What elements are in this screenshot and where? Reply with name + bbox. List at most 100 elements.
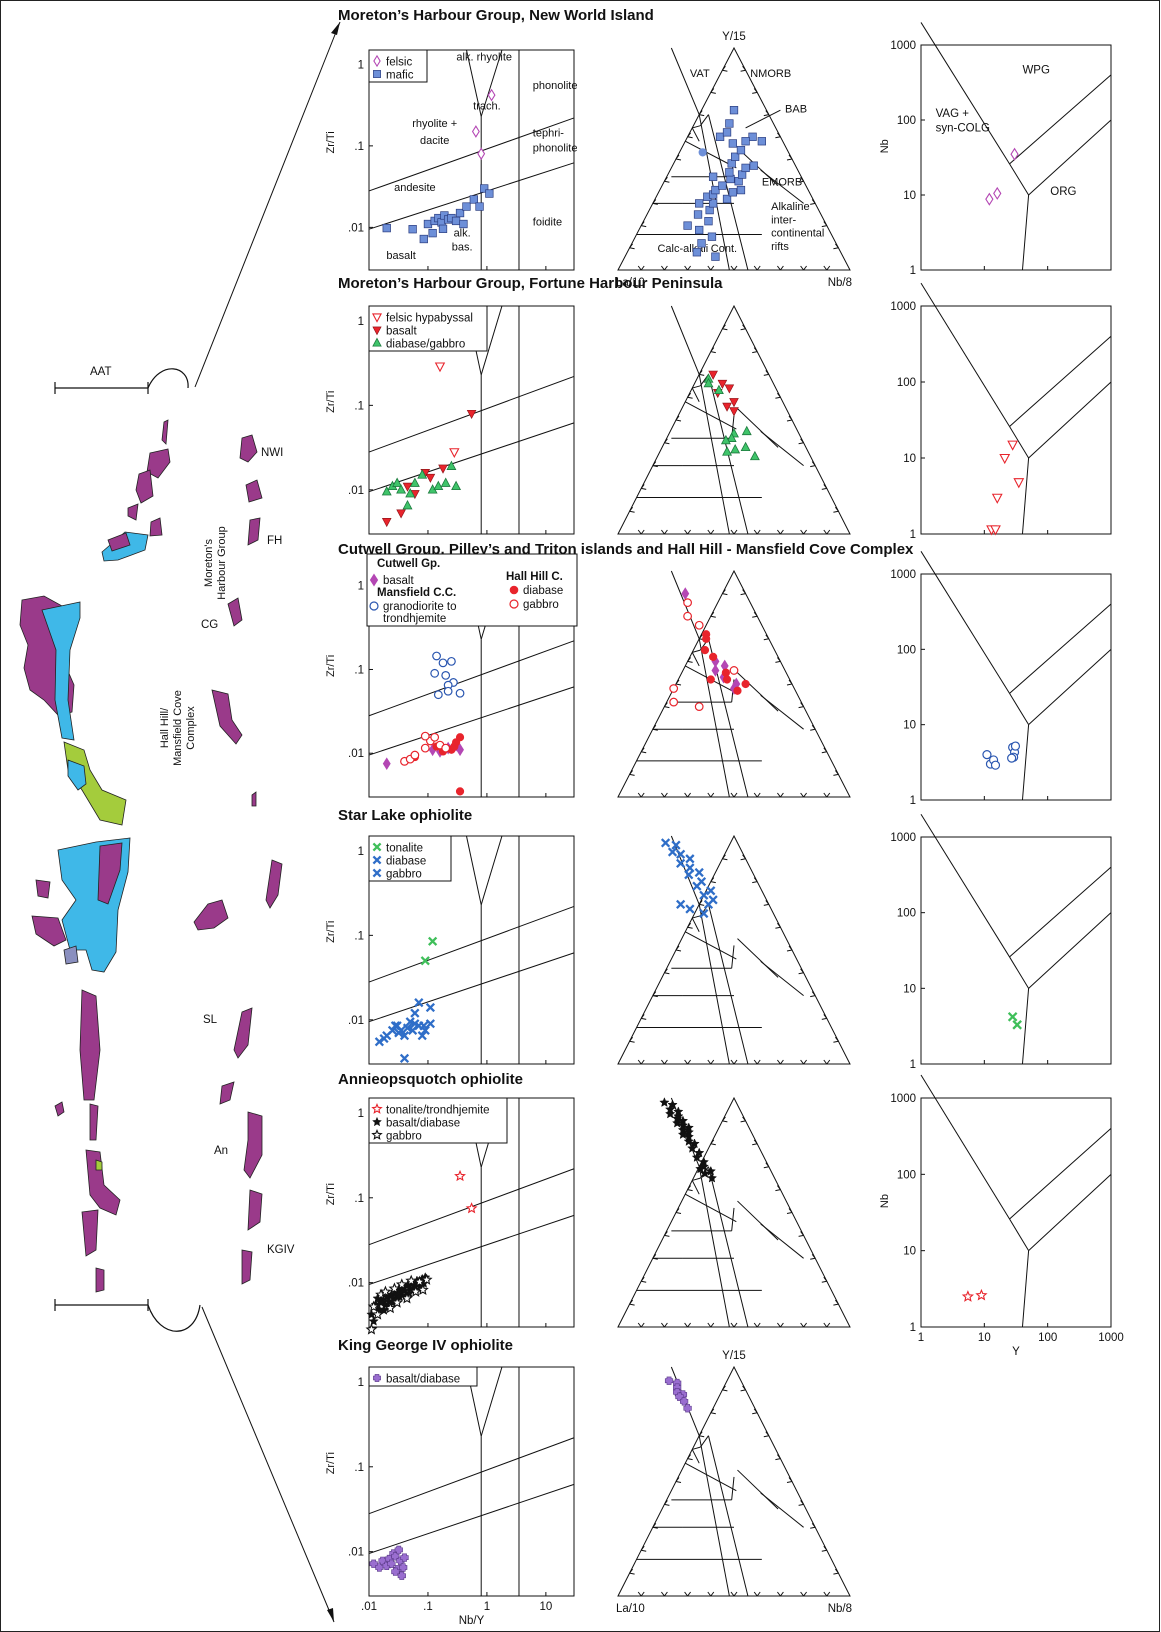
data-point — [430, 668, 440, 678]
field-boundary — [920, 551, 1010, 694]
data-point — [733, 686, 742, 695]
aat-label: AAT — [90, 366, 112, 378]
triangle-tick — [664, 792, 668, 798]
field-boundary — [368, 1437, 575, 1515]
triangle-tick — [835, 1299, 839, 1305]
triangle-tick — [629, 1572, 635, 1575]
triangle-tick — [753, 1059, 758, 1065]
triangle-tick — [675, 683, 682, 686]
nb-y-plot: 1000 100 10 1 Nb WPG VAG + syn-COLG ORG — [879, 22, 1112, 277]
triangle-tick — [684, 529, 688, 535]
triangle-tick — [833, 773, 839, 776]
x-tick-label: 1 — [918, 1332, 924, 1344]
triangle-tick — [756, 265, 761, 271]
data-point-stroke — [419, 1021, 429, 1031]
triangle-tick — [777, 1591, 781, 1597]
data-point — [685, 854, 695, 864]
legend-marker — [369, 601, 379, 611]
data-point — [382, 757, 391, 771]
field-boundary — [368, 952, 575, 1023]
field-boundary — [1021, 724, 1030, 801]
triangle-tick — [810, 465, 816, 468]
triangle-tick — [661, 1591, 665, 1597]
triangle-tick — [664, 442, 670, 445]
data-point — [381, 518, 392, 528]
arrow-bottom-head — [327, 1608, 334, 1622]
triangle-tick — [710, 1408, 715, 1414]
triangle-tick — [640, 1322, 645, 1328]
field-boundary — [691, 917, 700, 932]
triangle-tick — [710, 611, 715, 617]
field-boundary — [670, 835, 700, 905]
triangle-tick — [777, 922, 781, 928]
map-unit — [265, 859, 283, 909]
data-point — [694, 702, 704, 711]
legend-label: trondhjemite — [383, 613, 446, 625]
data-point — [709, 652, 718, 661]
y-tick-label: 1 — [358, 581, 364, 593]
group-label-line2: Harbour Group — [216, 526, 228, 599]
triangle-tick — [652, 1257, 658, 1260]
data-point-stroke — [399, 1031, 410, 1041]
map-unit — [95, 1267, 105, 1293]
triangle-tick — [788, 154, 793, 160]
triangle-tick — [687, 1458, 693, 1461]
triangle-tick — [823, 1322, 828, 1328]
field-label-alk_rhyolite: alk. rhyolite — [456, 51, 512, 63]
triangle-tick — [765, 110, 770, 115]
map-unit — [107, 532, 131, 552]
map-unit — [41, 601, 81, 741]
y-tick-label: .01 — [348, 1547, 364, 1559]
triangle-tick — [780, 1591, 784, 1597]
legend-label: diabase — [523, 585, 563, 597]
triangle-tick — [629, 773, 635, 776]
data-point — [728, 188, 737, 197]
triangle-tick — [733, 1591, 738, 1597]
data-point — [438, 464, 448, 474]
hall-label: Hall Hill/ Mansfield Cove Complex — [159, 690, 197, 766]
triangle-tick — [710, 347, 715, 352]
data-point — [736, 185, 746, 195]
legend-marker — [372, 868, 382, 878]
data-point — [660, 838, 671, 848]
data-point — [692, 248, 702, 257]
field-label-cont: Cont. — [711, 243, 737, 255]
map-unit — [31, 915, 67, 947]
y-axis-label: Zr/Ti — [325, 1452, 337, 1474]
map-label-fh: FH — [267, 535, 282, 547]
y-tick-label: .01 — [348, 1278, 364, 1290]
field-label-alkaline: rifts — [771, 241, 789, 253]
field-boundary — [707, 1435, 749, 1597]
legend-label: basalt/diabase — [386, 1374, 460, 1386]
field-boundary — [1028, 119, 1112, 196]
data-point — [695, 199, 704, 208]
data-point — [665, 1108, 676, 1119]
triangle-tick — [629, 770, 633, 775]
field-boundary — [685, 401, 737, 430]
field-boundary — [1021, 988, 1030, 1065]
y-tick-label: 100 — [897, 644, 916, 656]
data-point — [697, 239, 706, 248]
data-point — [700, 645, 710, 655]
map-unit — [63, 945, 79, 965]
triangle-tick — [641, 1549, 647, 1552]
triangle-tick — [777, 1322, 781, 1328]
triangle-tick — [756, 1591, 761, 1597]
data-point — [683, 611, 692, 621]
triangle-tick — [823, 1014, 828, 1019]
map-unit — [245, 479, 263, 503]
data-point — [438, 224, 448, 233]
map-unit — [85, 1149, 121, 1216]
map-unit — [95, 1159, 103, 1171]
data-point — [391, 1567, 400, 1576]
triangle-tick — [765, 1431, 770, 1436]
triangle-tick — [823, 1591, 828, 1597]
data-point — [706, 675, 715, 684]
triangle-tick — [707, 792, 712, 798]
triangle-tick — [687, 1185, 691, 1190]
data-point — [1007, 753, 1017, 763]
data-point-stroke — [667, 847, 678, 857]
triangle-tick — [788, 1477, 793, 1482]
chart-row: Moreton’s Harbour Group, New World Islan… — [325, 7, 1112, 289]
hall-label-line2: Mansfield Cove — [172, 690, 184, 766]
